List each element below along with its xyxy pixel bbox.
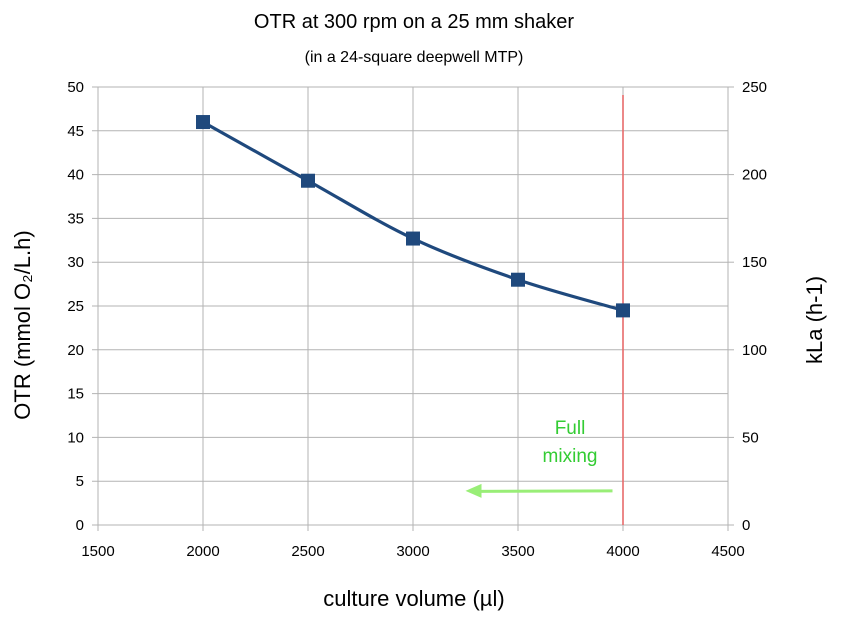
grid-lines — [92, 86, 729, 531]
annotation-group: Full mixing — [465, 95, 624, 525]
data-point-marker — [196, 115, 210, 130]
y-tick-label: 50 — [67, 79, 84, 96]
y-tick-label: 30 — [67, 254, 84, 271]
x-tick-label: 2000 — [186, 543, 219, 560]
x-tick-label: 2500 — [291, 543, 324, 560]
left-arrow-head — [465, 483, 482, 498]
y2-tick-label: 200 — [742, 167, 767, 184]
y-tick-label: 20 — [67, 342, 84, 359]
data-point-marker — [511, 272, 525, 287]
y2-axis-label: kLa (h-1) — [802, 276, 827, 364]
y-tick-label: 35 — [67, 210, 84, 227]
x-tick-label: 3000 — [396, 543, 429, 560]
data-point-marker — [301, 173, 315, 188]
x-tick-label: 4500 — [711, 543, 744, 560]
x-axis-label: culture volume (µl) — [323, 586, 504, 611]
x-tick-label: 3500 — [501, 543, 534, 560]
x-tick-label: 4000 — [606, 543, 639, 560]
y-tick-label: 0 — [76, 517, 84, 534]
data-point-marker — [406, 231, 420, 246]
data-point-marker — [616, 303, 630, 318]
y-tick-label: 15 — [67, 386, 84, 403]
y-tick-label: 10 — [67, 429, 84, 446]
y2-tick-label: 250 — [742, 79, 767, 96]
chart-subtitle: (in a 24-square deepwell MTP) — [305, 49, 524, 66]
y2-tick-label: 150 — [742, 254, 767, 271]
series-group — [196, 115, 630, 318]
y2-tick-label: 100 — [742, 342, 767, 359]
y-axis-label: OTR (mmol O₂/L.h) — [10, 230, 35, 419]
left-arrow-shaft — [477, 489, 613, 493]
annotation-label: Full — [555, 418, 586, 439]
chart-title: OTR at 300 rpm on a 25 mm shaker — [254, 11, 574, 33]
y-tick-label: 25 — [67, 298, 84, 315]
y-tick-label: 45 — [67, 123, 84, 140]
y-tick-label: 5 — [76, 473, 84, 490]
y2-tick-label: 0 — [742, 517, 750, 534]
annotation-label: mixing — [543, 446, 598, 467]
y-tick-label: 40 — [67, 167, 84, 184]
y2-tick-label: 50 — [742, 429, 759, 446]
x-tick-label: 1500 — [81, 543, 114, 560]
